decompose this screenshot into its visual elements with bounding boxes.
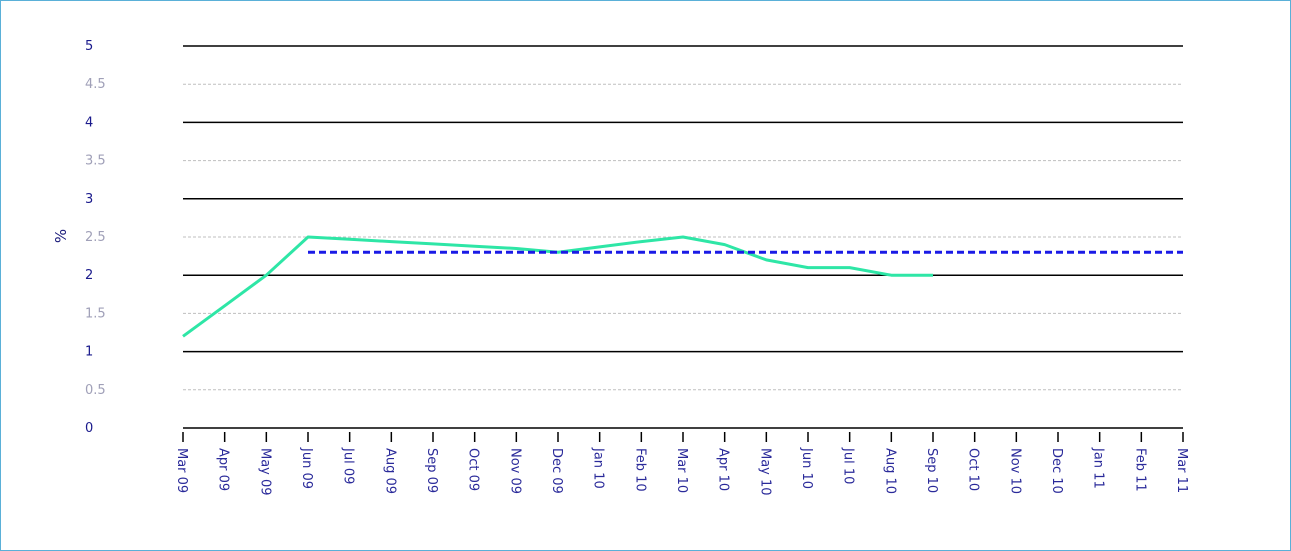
x-tick-label: Mar 09 xyxy=(174,448,189,493)
x-tick-label: Sep 10 xyxy=(924,448,939,493)
x-tick-label: Mar 10 xyxy=(674,448,689,493)
y-tick-label: 3 xyxy=(85,192,93,207)
x-tick-label: May 09 xyxy=(257,448,272,496)
y-tick-label: 4 xyxy=(85,115,93,130)
x-tick-label: Jul 10 xyxy=(841,447,856,484)
x-tick-label: Jan 11 xyxy=(1091,447,1106,489)
x-tick-label: Apr 09 xyxy=(216,448,231,491)
y-axis-ticks: 0 0.5 1 1.5 2 2.5 3 3.5 4 4.5 5 xyxy=(85,39,106,436)
x-tick-label: Feb 10 xyxy=(632,448,647,492)
series-0-line xyxy=(182,235,933,338)
y-tick-label: 1.5 xyxy=(85,306,106,321)
x-tick-label: Oct 10 xyxy=(966,448,981,491)
y-tick-label: 0 xyxy=(85,421,93,436)
y-tick-label: 2.5 xyxy=(85,230,106,245)
x-tick-label: Nov 09 xyxy=(507,448,522,494)
x-tick-label: Jul 09 xyxy=(341,447,356,484)
y-tick-label: 4.5 xyxy=(85,77,106,92)
y-tick-label: 0.5 xyxy=(85,383,106,398)
x-tick-label: Feb 11 xyxy=(1132,448,1147,492)
x-tick-label: Oct 09 xyxy=(466,448,481,491)
x-tick-label: Jun 10 xyxy=(799,447,814,489)
x-tick-label: May 10 xyxy=(757,448,772,496)
x-axis-ticks: Mar 09 Apr 09 May 09 Jun 09 Jul 09 Aug 09 Sep … xyxy=(174,432,1189,496)
x-tick-label: Nov 10 xyxy=(1007,448,1022,494)
x-tick-label: Jun 09 xyxy=(299,447,314,489)
series-lines xyxy=(182,235,1183,338)
y-tick-label: 1 xyxy=(85,345,93,360)
y-tick-label: 5 xyxy=(85,39,93,54)
x-tick-label: Apr 10 xyxy=(716,448,731,491)
x-tick-label: Aug 09 xyxy=(382,448,397,494)
x-tick-label: Mar 11 xyxy=(1174,448,1189,493)
y-axis-label: % xyxy=(52,229,70,243)
y-tick-label: 3.5 xyxy=(85,154,106,169)
y-tick-label: 2 xyxy=(85,268,93,283)
x-tick-label: Dec 10 xyxy=(1049,448,1064,494)
grid-lines xyxy=(183,45,1183,391)
x-tick-label: Sep 09 xyxy=(424,448,439,493)
x-tick-label: Jan 10 xyxy=(591,447,606,489)
x-tick-label: Aug 10 xyxy=(882,448,897,494)
x-tick-label: Dec 09 xyxy=(549,448,564,494)
